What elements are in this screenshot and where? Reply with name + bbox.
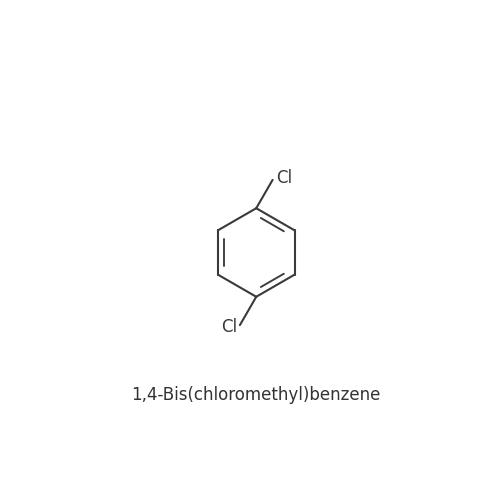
Text: Cl: Cl — [220, 318, 237, 336]
Text: 1,4-Bis(chloromethyl)benzene: 1,4-Bis(chloromethyl)benzene — [132, 386, 381, 404]
Text: Cl: Cl — [276, 170, 292, 188]
